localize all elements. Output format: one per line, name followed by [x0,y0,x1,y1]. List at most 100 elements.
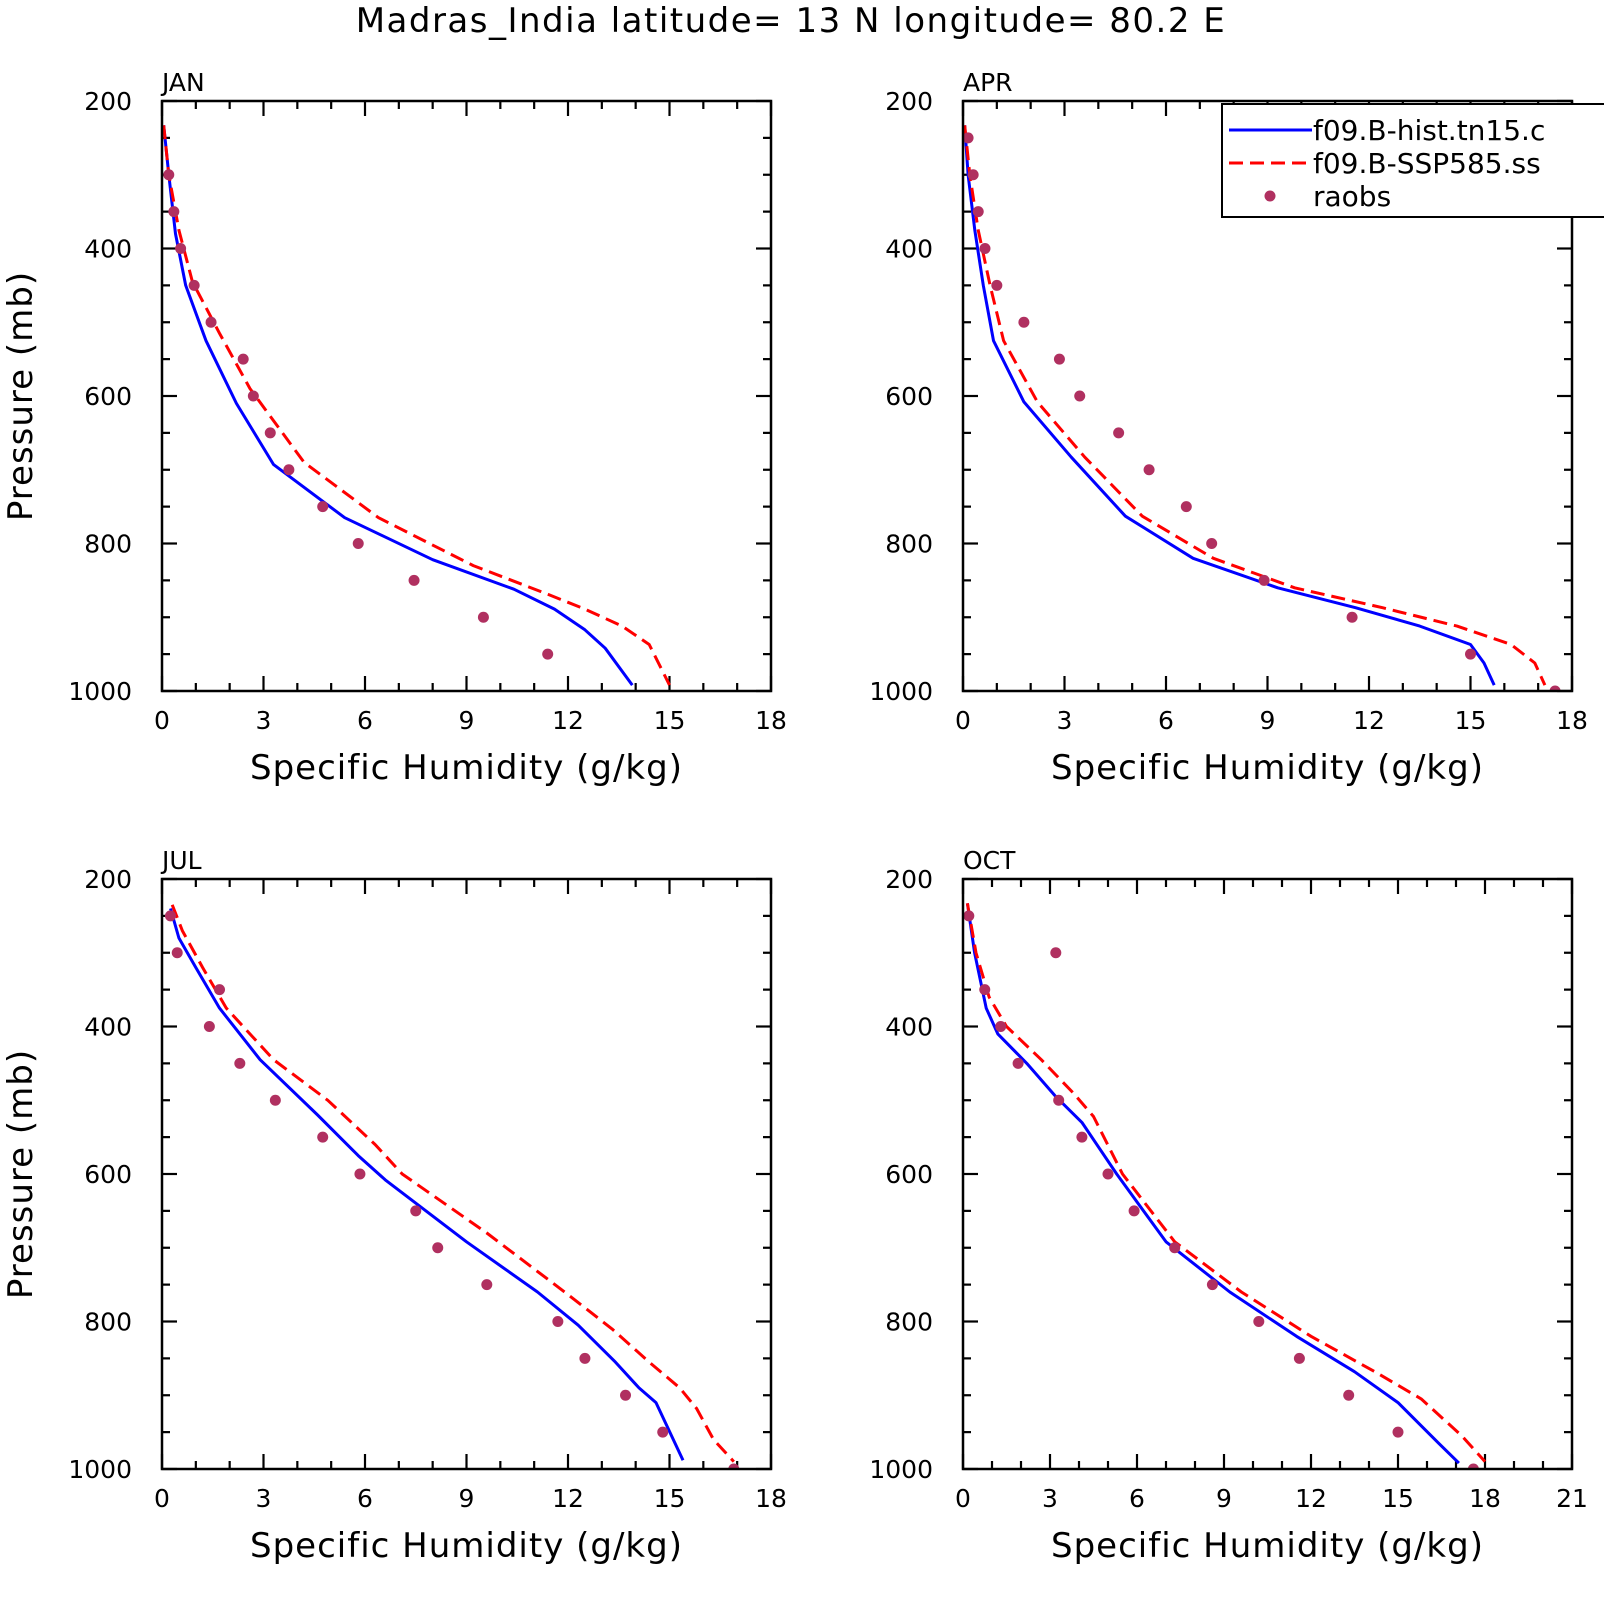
plot-area [162,125,671,686]
y-axis-label: Pressure (mb) [1,271,41,521]
raobs-point [1128,1205,1140,1217]
raobs-point [1053,1094,1065,1106]
x-tick-label: 0 [955,1484,971,1513]
raobs-point [317,501,329,513]
y-tick-label: 200 [885,865,933,894]
x-tick-label: 12 [1295,1484,1327,1513]
raobs-point [979,243,991,254]
ssp585-line [963,125,1547,686]
hist-line [162,125,634,686]
raobs-point [542,648,554,660]
raobs-point [1076,1131,1088,1143]
y-tick-label: 1000 [869,1455,933,1484]
x-tick-label: 6 [357,706,373,735]
y-tick-label: 200 [885,87,933,116]
ssp585-line [170,904,735,1463]
y-tick-label: 800 [84,1308,132,1337]
x-tick-label: 12 [552,1484,584,1513]
raobs-point [1258,574,1270,586]
plot-area [963,903,1487,1469]
legend-label: f09.B-hist.tn15.c [1313,114,1545,147]
hist-line [963,125,1496,686]
raobs-point [967,169,979,181]
y-tick-label: 1000 [869,677,933,706]
raobs-point [991,279,1003,291]
raobs-point [352,538,364,549]
raobs-point [1467,1463,1479,1469]
raobs-point [408,574,420,586]
y-tick-label: 800 [885,1308,933,1337]
y-tick-label: 800 [885,530,933,559]
raobs-point [979,984,991,996]
raobs-point [995,1021,1007,1032]
raobs-point [205,316,217,328]
raobs-point [188,279,200,291]
y-tick-label: 400 [885,235,933,264]
raobs-point [972,206,984,218]
raobs-point [264,427,276,439]
raobs-point [1549,685,1561,691]
x-tick-label: 18 [1469,1484,1501,1513]
raobs-point [728,1463,740,1469]
raobs-point [477,611,489,623]
panel-jul: JUL 0 3 6 9 12 15 18 200 400 600 800 1000 Specific Hu… [1,846,787,1566]
x-tick-label: 15 [1382,1484,1414,1513]
legend-label: raobs [1313,180,1391,213]
x-tick-label: 18 [755,706,787,735]
raobs-point [283,464,295,476]
panel-label: JAN [160,68,205,97]
raobs-point [963,910,975,922]
raobs-point [1343,1389,1355,1401]
raobs-point [237,353,249,365]
raobs-point [163,169,175,181]
x-tick-label: 12 [1353,706,1385,735]
raobs-point [1074,390,1086,402]
x-tick-label: 0 [154,706,170,735]
raobs-point [1102,1168,1114,1180]
raobs-point [1143,464,1155,476]
raobs-point [164,910,176,922]
x-tick-label: 15 [654,706,686,735]
plot-area [963,125,1561,691]
x-tick-label: 3 [256,706,272,735]
raobs-point [432,1242,444,1254]
y-axis-label: Pressure (mb) [1,1049,41,1299]
y-tick-label: 600 [885,1160,933,1189]
x-tick-label: 18 [755,1484,787,1513]
raobs-point [1169,1242,1181,1254]
y-tick-label: 1000 [68,1455,132,1484]
raobs-point [1346,611,1358,623]
raobs-point [481,1279,493,1291]
raobs-point [1293,1352,1305,1364]
y-tick-label: 600 [84,382,132,411]
x-tick-label: 6 [1158,706,1174,735]
raobs-point [1253,1316,1265,1327]
x-tick-label: 0 [154,1484,170,1513]
raobs-point [175,243,187,254]
raobs-point [1206,538,1218,549]
raobs-point [1180,501,1192,513]
raobs-point [579,1352,591,1364]
plot-frame [961,877,1574,1471]
x-tick-label: 9 [1216,1484,1232,1513]
x-tick-label: 15 [654,1484,686,1513]
x-tick-label: 21 [1556,1484,1588,1513]
figure-title: Madras_India latitude= 13 N longitude= 8… [356,1,1227,41]
raobs-point [1012,1057,1024,1069]
x-tick-label: 12 [552,706,584,735]
x-axis-label: Specific Humidity (g/kg) [1051,748,1484,788]
x-tick-label: 6 [1129,1484,1145,1513]
raobs-point [1050,947,1062,959]
panel-jan: JAN 0 3 6 9 12 15 18 200 400 600 800 1000 Specific Hu… [1,68,787,788]
y-tick-label: 1000 [68,677,132,706]
legend-raobs-marker [1264,190,1276,202]
y-tick-label: 600 [885,382,933,411]
legend-label: f09.B-SSP585.ss [1313,147,1541,180]
y-tick-label: 200 [84,87,132,116]
x-tick-label: 6 [357,1484,373,1513]
x-tick-label: 3 [1042,1484,1058,1513]
x-tick-label: 3 [1057,706,1073,735]
